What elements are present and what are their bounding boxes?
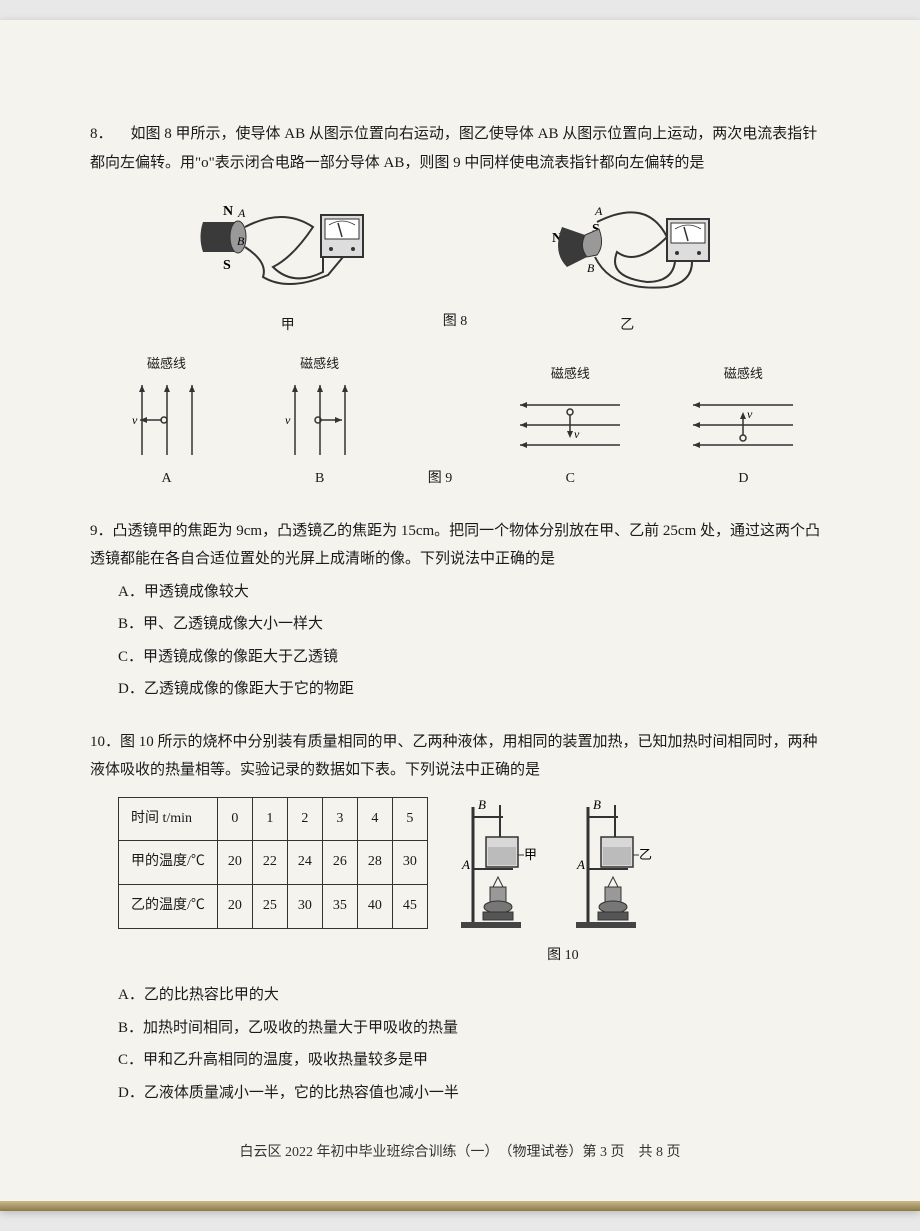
svg-text:N: N bbox=[223, 204, 233, 219]
q10-option-b: B．加热时间相同，乙吸收的热量大于甲吸收的热量 bbox=[118, 1014, 830, 1043]
table-row-header: 时间 t/min 0 1 2 3 4 5 bbox=[119, 797, 428, 841]
svg-text:B: B bbox=[478, 797, 486, 812]
q10-table: 时间 t/min 0 1 2 3 4 5 甲的温度/℃ 20 22 24 26 … bbox=[118, 797, 428, 929]
svg-text:v: v bbox=[747, 407, 753, 421]
page-footer: 白云区 2022 年初中毕业班综合训练（一） （物理试卷）第 3 页 共 8 页 bbox=[0, 1141, 920, 1161]
svg-text:B: B bbox=[593, 797, 601, 812]
q9-number: 9． bbox=[90, 523, 113, 539]
figure-8: N A S B bbox=[90, 197, 830, 493]
exam-page: 8．如图 8 甲所示，使导体 AB 从图示位置向右运动，图乙使导体 AB 从图示… bbox=[0, 20, 920, 1211]
q8-number: 8． bbox=[90, 126, 113, 142]
fig8-jia-label: 甲 bbox=[281, 313, 295, 340]
q10-text: 图 10 所示的烧杯中分别装有质量相同的甲、乙两种液体，用相同的装置加热，已知加… bbox=[90, 734, 818, 779]
q10-option-a: A．乙的比热容比甲的大 bbox=[118, 981, 830, 1010]
table-row-jia: 甲的温度/℃ 20 22 24 26 28 30 bbox=[119, 841, 428, 885]
fig8-yi-svg: A N S B bbox=[527, 197, 727, 307]
q8-text: 如图 8 甲所示，使导体 AB 从图示位置向右运动，图乙使导体 AB 从图示位置… bbox=[90, 126, 817, 171]
q10-number: 10． bbox=[90, 734, 120, 750]
question-9: 9．凸透镜甲的焦距为 9cm，凸透镜乙的焦距为 15cm。把同一个物体分别放在甲… bbox=[90, 517, 830, 704]
question-10: 10．图 10 所示的烧杯中分别装有质量相同的甲、乙两种液体，用相同的装置加热，… bbox=[90, 728, 830, 1108]
page-edge-shadow bbox=[0, 1201, 920, 1211]
svg-text:v: v bbox=[132, 413, 138, 427]
svg-text:B: B bbox=[587, 261, 595, 275]
q9-options: A．甲透镜成像较大 B．甲、乙透镜成像大小一样大 C．甲透镜成像的像距大于乙透镜… bbox=[90, 578, 830, 704]
q9-option-b: B．甲、乙透镜成像大小一样大 bbox=[118, 610, 830, 639]
svg-text:甲: 甲 bbox=[524, 847, 537, 862]
svg-text:乙: 乙 bbox=[639, 847, 652, 862]
question-8: 8．如图 8 甲所示，使导体 AB 从图示位置向右运动，图乙使导体 AB 从图示… bbox=[90, 120, 830, 493]
q10-option-d: D．乙液体质量减小一半，它的比热容值也减小一半 bbox=[118, 1079, 830, 1108]
fig9-option-b: 磁感线 v B bbox=[275, 352, 365, 493]
svg-text:A: A bbox=[237, 206, 246, 220]
fig9-option-a: 磁感线 v A bbox=[122, 352, 212, 493]
svg-text:v: v bbox=[574, 427, 580, 441]
q9-text: 凸透镜甲的焦距为 9cm，凸透镜乙的焦距为 15cm。把同一个物体分别放在甲、乙… bbox=[90, 523, 820, 568]
fig9-a-svg: v bbox=[122, 380, 212, 460]
fig9-b-svg: v bbox=[275, 380, 365, 460]
svg-text:A: A bbox=[594, 204, 603, 218]
figure-9-row: 磁感线 v A bbox=[90, 352, 830, 493]
fig8-center-label: 图 8 bbox=[443, 303, 468, 340]
svg-text:S: S bbox=[223, 258, 231, 273]
svg-text:A: A bbox=[461, 857, 470, 872]
q9-option-c: C．甲透镜成像的像距大于乙透镜 bbox=[118, 643, 830, 672]
table-header-yi: 乙的温度/℃ bbox=[119, 885, 218, 929]
fig8-yi: A N S B bbox=[527, 197, 727, 340]
fig9-center-label: 图 9 bbox=[428, 460, 453, 493]
q10-options: A．乙的比热容比甲的大 B．加热时间相同，乙吸收的热量大于甲吸收的热量 C．甲和… bbox=[90, 981, 830, 1107]
fig8-jia-svg: N A S B bbox=[193, 197, 383, 307]
fig10-jia-svg: B A 甲 bbox=[458, 797, 553, 937]
fig10-yi-svg: B A 乙 bbox=[573, 797, 668, 937]
q9-option-d: D．乙透镜成像的像距大于它的物距 bbox=[118, 675, 830, 704]
q9-option-a: A．甲透镜成像较大 bbox=[118, 578, 830, 607]
table-row-yi: 乙的温度/℃ 20 25 30 35 40 45 bbox=[119, 885, 428, 929]
q10-option-c: C．甲和乙升高相同的温度，吸收热量较多是甲 bbox=[118, 1046, 830, 1075]
fig8-jia: N A S B bbox=[193, 197, 383, 340]
fig8-yi-label: 乙 bbox=[620, 313, 634, 340]
table-header-jia: 甲的温度/℃ bbox=[119, 841, 218, 885]
svg-text:v: v bbox=[285, 413, 291, 427]
table-header-time: 时间 t/min bbox=[119, 797, 218, 841]
figure-10: B A 甲 bbox=[458, 797, 668, 970]
fig10-label: 图 10 bbox=[547, 943, 579, 970]
fig9-d-svg: v bbox=[688, 390, 798, 460]
fig9-option-d: 磁感线 v D bbox=[688, 362, 798, 493]
svg-text:A: A bbox=[576, 857, 585, 872]
fig9-option-c: 磁感线 v C bbox=[515, 362, 625, 493]
fig9-c-svg: v bbox=[515, 390, 625, 460]
svg-text:B: B bbox=[237, 234, 245, 248]
